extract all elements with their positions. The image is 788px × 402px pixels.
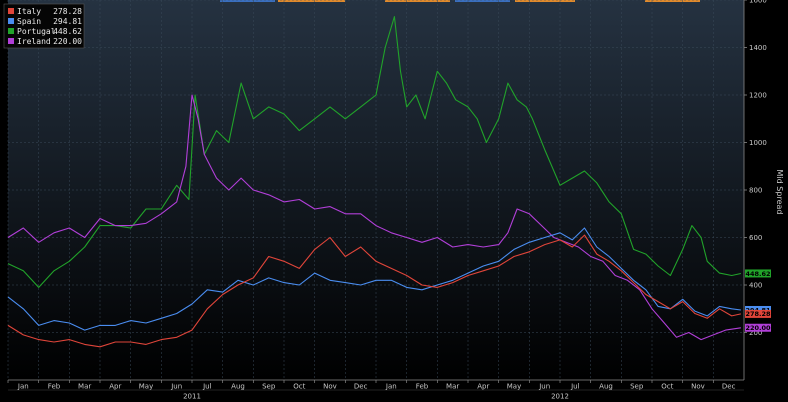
y-tick-label: 200 [749, 329, 762, 337]
year-label: 2011 [183, 393, 201, 401]
y-tick-label: 600 [749, 234, 762, 242]
legend-swatch [8, 38, 14, 44]
year-label: 2012 [551, 393, 569, 401]
last-value-badge [745, 309, 771, 318]
legend-swatch [8, 8, 14, 14]
top-strip-segment [515, 0, 575, 2]
x-tick-label: Nov [691, 383, 705, 391]
x-tick-label: Jul [570, 383, 580, 391]
legend-swatch [8, 18, 14, 24]
x-tick-label: Jan [17, 383, 29, 391]
x-tick-label: Sep [262, 383, 276, 391]
x-tick-label: May [507, 383, 521, 391]
grid-lines [7, 0, 744, 380]
y-tick-label: 1600 [749, 0, 767, 5]
last-value-label: 220.00 [745, 324, 771, 332]
series-line-italy [7, 234, 742, 348]
last-value-badge [745, 269, 771, 278]
legend-label: Portugal [17, 27, 56, 36]
legend-value: 278.28 [53, 7, 82, 16]
y-tick-label: 800 [749, 187, 762, 195]
x-tick-label: Mar [446, 383, 459, 391]
x-tick-label: Sep [630, 383, 644, 391]
x-tick-label: Oct [293, 383, 305, 391]
y-tick-label: 1400 [749, 44, 767, 52]
last-value-badge [745, 323, 771, 332]
x-tick-label: Jan [385, 383, 397, 391]
top-strip-segment [278, 0, 345, 2]
x-tick-label: Jun [538, 383, 550, 391]
series-line-ireland [7, 94, 741, 341]
top-strip [220, 0, 700, 2]
x-tick-label: Apr [477, 383, 489, 391]
legend-label: Spain [17, 17, 41, 26]
x-tick-label: Dec [722, 383, 736, 391]
y-axis-label: Mid Spread [775, 170, 784, 215]
legend-value: 294.81 [53, 17, 82, 26]
legend: Italy 278.28 Spain 294.81Portugal448.62Irel… [3, 3, 85, 49]
x-tick-label: Oct [661, 383, 673, 391]
series-line-spain [7, 227, 741, 331]
x-tick-label: May [139, 383, 153, 391]
x-tick-label: Feb [48, 383, 61, 391]
legend-swatch [8, 28, 14, 34]
x-tick-label: Aug [231, 383, 245, 391]
x-tick-label: Jun [170, 383, 182, 391]
y-tick-label: 1200 [749, 92, 767, 100]
top-strip-segment [220, 0, 275, 2]
y-tick-label: 400 [749, 282, 762, 290]
series-line-portugal [7, 16, 742, 288]
legend-items: Italy 278.28 Spain 294.81Portugal448.62Irel… [8, 7, 82, 46]
last-value-label: 278.28 [745, 310, 771, 318]
legend-value: 220.00 [53, 37, 82, 46]
legend-box [3, 3, 85, 49]
x-tick-label: Jul [202, 383, 212, 391]
x-tick-label: Mar [78, 383, 91, 391]
series-lines [7, 16, 742, 348]
y-tick-label: 1000 [749, 139, 767, 147]
y-ticks: 200 400 600 800 1000 1200 1400 1600 [744, 0, 767, 337]
legend-label: Italy [17, 7, 41, 16]
top-strip-segment [645, 0, 700, 2]
x-tick-label: Aug [599, 383, 613, 391]
top-strip-segment [385, 0, 450, 2]
x-tick-label: Nov [323, 383, 337, 391]
x-ticks: Jan Feb Mar Apr May Jun Jul Aug Sep Oct Nov Dec Jan F… [7, 380, 736, 401]
x-tick-label: Dec [354, 383, 368, 391]
last-value-label: 448.62 [745, 270, 770, 278]
x-tick-label: Apr [109, 383, 121, 391]
legend-label: Ireland [17, 37, 51, 46]
legend-value: 448.62 [53, 27, 82, 36]
x-tick-label: Feb [416, 383, 429, 391]
top-strip-segment [455, 0, 510, 2]
